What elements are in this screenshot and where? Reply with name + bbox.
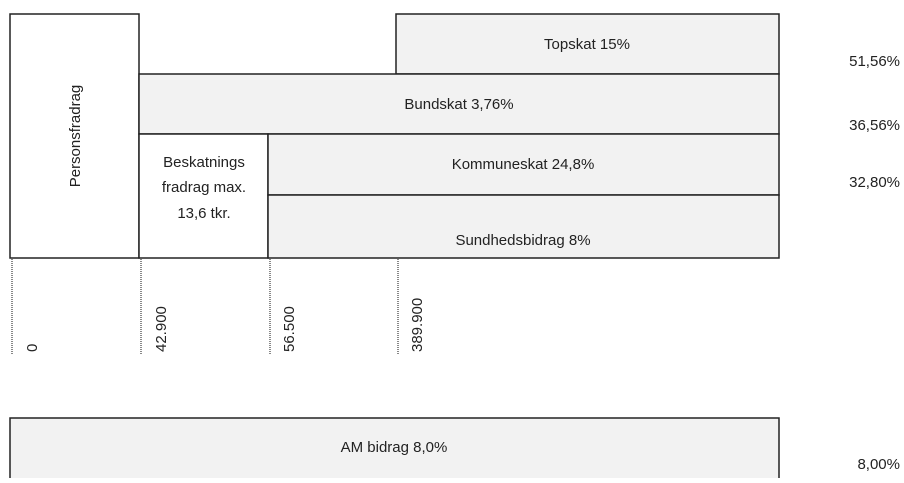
box-label: Beskatnings [163,154,245,171]
personsfradrag-box [9,13,140,259]
box-label: Kommuneskat 24,8% [452,156,595,173]
rate-label: 8,00% [857,456,900,473]
threshold-label: 0 [24,344,41,352]
rate-label: 32,80% [849,174,900,191]
box-label: fradrag max. [162,179,246,196]
beskatningsfradrag-box [138,133,269,259]
box-label: AM bidrag 8,0% [341,439,448,456]
box-label: Bundskat 3,76% [404,96,513,113]
sundhedsbidrag-box [267,194,780,259]
box-label: Sundhedsbidrag 8% [455,232,590,249]
am-bidrag-box [9,417,780,483]
threshold-label: 42.900 [153,306,170,352]
rate-label: 36,56% [849,117,900,134]
kommuneskat-box [267,133,780,196]
threshold-label: 56.500 [281,306,298,352]
box-label: Personsfradrag [67,85,84,188]
box-label: Topskat 15% [544,36,630,53]
rate-label: 51,56% [849,53,900,70]
box-label: 13,6 tkr. [177,205,230,222]
bundskat-box [138,73,780,135]
topskat-box [395,13,780,75]
threshold-label: 389.900 [409,298,426,352]
